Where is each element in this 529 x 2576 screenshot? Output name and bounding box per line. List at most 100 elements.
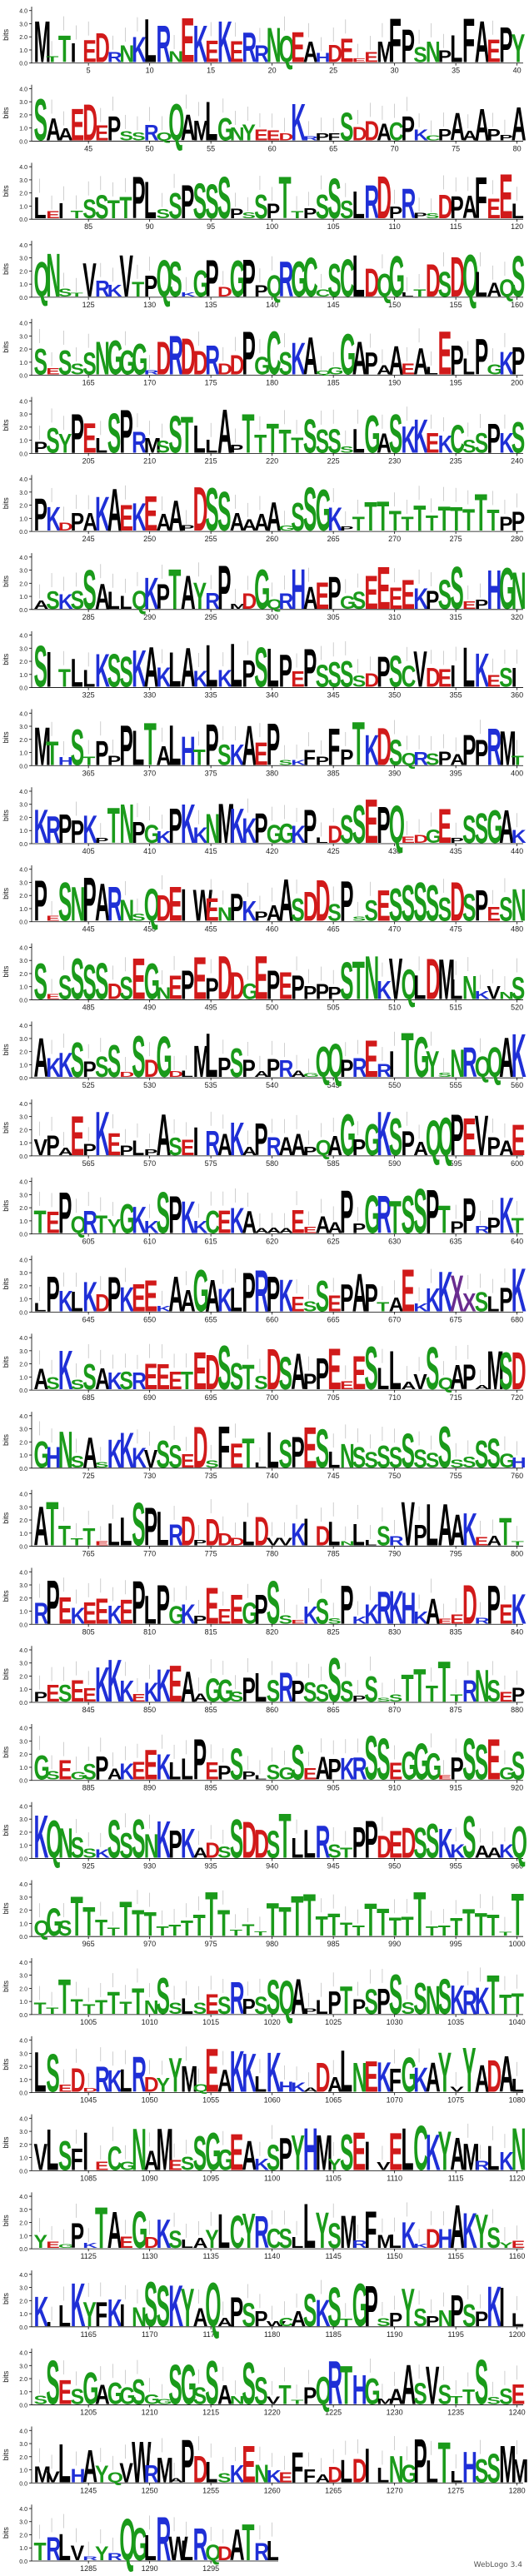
logo-glyph: T bbox=[181, 1366, 193, 1394]
logo-glyph: S bbox=[193, 2383, 207, 2409]
logo-glyph: S bbox=[512, 970, 525, 1006]
logo-glyph: E bbox=[303, 1765, 317, 1783]
logo-glyph: S bbox=[316, 1272, 330, 1321]
logo-glyph: E bbox=[438, 800, 452, 854]
x-tick-label: 910 bbox=[388, 1784, 401, 1792]
logo-glyph: L bbox=[254, 1666, 267, 1711]
logo-glyph: R bbox=[475, 2159, 490, 2173]
logo-glyph: K bbox=[450, 1841, 466, 1862]
logo-glyph: P bbox=[303, 2006, 317, 2015]
logo-glyph: P bbox=[34, 490, 48, 541]
logo-glyph: S bbox=[132, 1024, 145, 1090]
x-tick-label: 510 bbox=[388, 1003, 401, 1011]
logo-glyph: P bbox=[242, 1672, 256, 1710]
x-tick-label: 900 bbox=[266, 1784, 278, 1792]
y-axis-label: bits bbox=[2, 28, 10, 41]
logo-glyph: I bbox=[389, 1044, 395, 1085]
logo-glyph: T bbox=[512, 1988, 524, 2020]
logo-glyph: A bbox=[193, 2303, 208, 2333]
logo-glyph: R bbox=[82, 1204, 97, 1240]
logo-glyph: H bbox=[402, 1582, 417, 1632]
logo-glyph: T bbox=[512, 754, 525, 768]
logo-glyph: G bbox=[119, 2159, 135, 2173]
y-axis-label: bits bbox=[2, 107, 10, 119]
logo-glyph: T bbox=[340, 1920, 352, 1940]
x-tick-label: 950 bbox=[388, 1861, 401, 1870]
y-tick-label: 4.0 bbox=[19, 2507, 27, 2513]
logo-glyph: M bbox=[512, 2452, 529, 2489]
logo-glyph: E bbox=[402, 573, 415, 618]
x-tick-label: 185 bbox=[327, 379, 340, 387]
logo-glyph: F bbox=[303, 746, 316, 770]
logo-glyph: A bbox=[267, 900, 282, 926]
logo-glyph: G bbox=[499, 1763, 515, 1783]
logo-glyph: G bbox=[413, 1025, 429, 1089]
logo-glyph: S bbox=[82, 346, 96, 381]
logo-glyph: K bbox=[413, 2061, 428, 2100]
logo-glyph: K bbox=[499, 1841, 514, 1862]
logo-glyph: D bbox=[217, 1529, 232, 1549]
logo-glyph: S bbox=[58, 1917, 72, 1941]
logo-glyph: P bbox=[303, 800, 317, 854]
logo-glyph: E bbox=[230, 1587, 244, 1633]
logo-glyph: V bbox=[389, 947, 402, 1013]
y-axis-label: bits bbox=[2, 810, 10, 822]
logo-glyph: G bbox=[205, 2123, 221, 2182]
logo-glyph: S bbox=[377, 2316, 390, 2329]
logo-glyph: A bbox=[487, 1533, 502, 1548]
x-tick-label: 695 bbox=[205, 1393, 217, 1402]
logo-glyph: K bbox=[512, 826, 527, 847]
logo-glyph: D bbox=[205, 1512, 220, 1554]
logo-glyph: K bbox=[217, 665, 232, 692]
logo-glyph: A bbox=[181, 566, 196, 620]
logo-glyph: E bbox=[450, 1612, 464, 1627]
logo-glyph: T bbox=[462, 502, 475, 537]
x-tick-label: 780 bbox=[266, 1550, 278, 1558]
logo-glyph: A bbox=[327, 1219, 342, 1237]
logo-glyph: S bbox=[34, 635, 47, 700]
logo-glyph: P bbox=[364, 1811, 378, 1870]
logo-glyph: A bbox=[46, 112, 61, 147]
logo-glyph: S bbox=[193, 2125, 207, 2180]
logo-glyph: P bbox=[340, 1277, 353, 1319]
logo-glyph: R bbox=[205, 587, 220, 614]
logo-glyph: S bbox=[389, 880, 402, 932]
logo-glyph: D bbox=[242, 590, 257, 614]
x-tick-label: 355 bbox=[450, 691, 462, 700]
logo-glyph: T bbox=[46, 735, 58, 773]
x-tick-label: 630 bbox=[388, 1238, 401, 1246]
logo-glyph: L bbox=[119, 1510, 132, 1555]
logo-glyph: K bbox=[254, 2155, 269, 2174]
logo-glyph: L bbox=[254, 2073, 267, 2097]
logo-glyph: S bbox=[34, 952, 47, 1010]
logo-glyph: D bbox=[377, 165, 392, 232]
logo-glyph: T bbox=[413, 288, 426, 299]
logo-glyph: S bbox=[181, 2153, 194, 2175]
logo-glyph: T bbox=[46, 1488, 58, 1559]
x-tick-label: 1230 bbox=[387, 2409, 403, 2417]
y-tick-label: 3.0 bbox=[19, 491, 27, 496]
logo-glyph: P bbox=[58, 1181, 72, 1247]
logo-glyph: G bbox=[402, 2459, 417, 2488]
logo-glyph: A bbox=[157, 1103, 172, 1168]
y-tick-label: 3.0 bbox=[19, 1505, 27, 1511]
logo-glyph: E bbox=[352, 1347, 367, 1400]
y-tick-label: 1.0 bbox=[19, 2469, 27, 2474]
x-tick-label: 1025 bbox=[325, 2018, 342, 2026]
x-tick-label: 205 bbox=[82, 456, 95, 465]
x-tick-label: 750 bbox=[388, 1472, 401, 1480]
logo-glyph: N bbox=[95, 332, 110, 386]
logo-glyph: D bbox=[438, 188, 453, 227]
logo-glyph: E bbox=[95, 2160, 109, 2173]
logo-glyph: A bbox=[82, 2441, 97, 2493]
logo-glyph: N bbox=[58, 1821, 73, 1867]
logo-glyph: K bbox=[34, 2289, 49, 2335]
logo-glyph: E bbox=[512, 2240, 526, 2250]
logo-glyph: L bbox=[46, 2118, 58, 2184]
logo-glyph: S bbox=[438, 1072, 452, 1079]
logo-glyph: A bbox=[217, 2063, 232, 2099]
